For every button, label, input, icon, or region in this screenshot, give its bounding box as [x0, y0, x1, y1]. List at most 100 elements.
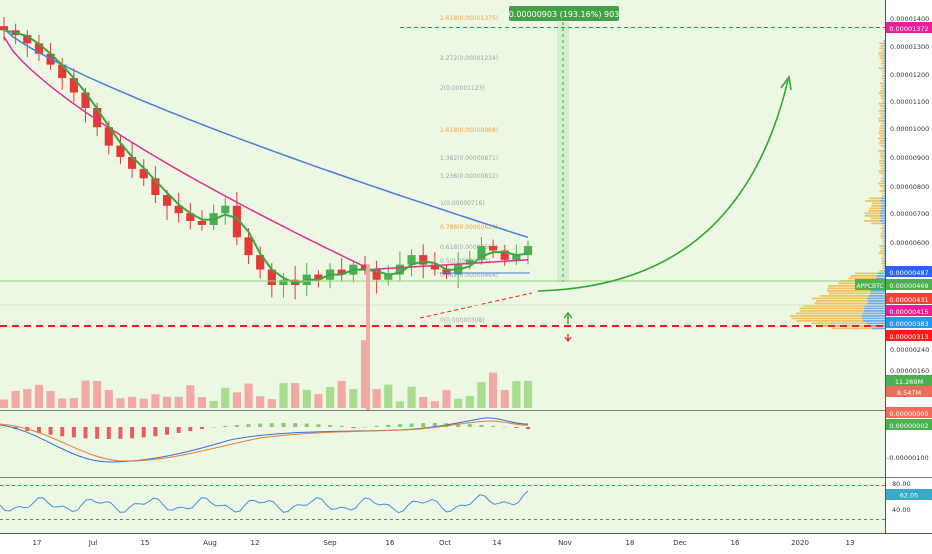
- volume-bar: [197, 397, 207, 408]
- volume-bar: [11, 390, 20, 408]
- macd-histogram-bar: [339, 425, 344, 427]
- volume-label: 8.547M: [897, 389, 921, 397]
- volume-bar: [302, 389, 311, 408]
- candle-body: [337, 269, 346, 275]
- candle-body: [314, 274, 323, 280]
- candle-body: [279, 279, 288, 286]
- macd-line: [0, 417, 529, 463]
- time-tick: 15: [141, 539, 150, 547]
- volume-profile-bar: [883, 165, 885, 167]
- volume-profile-bar: [880, 122, 884, 125]
- volume-bar: [372, 389, 381, 408]
- volume-profile-bar: [884, 240, 885, 242]
- volume-profile-bar: [864, 212, 880, 215]
- volume-bar: [151, 394, 160, 408]
- volume-profile-bar: [880, 247, 884, 250]
- volume-profile-bar: [882, 255, 885, 257]
- up-arrow: [563, 311, 573, 324]
- volume-profile-bar: [882, 267, 885, 270]
- volume-profile-bar: [796, 320, 863, 322]
- volume-bar: [407, 386, 416, 408]
- volume-profile-bar: [883, 82, 885, 85]
- fib-label: 0.5(0.00000512): [440, 258, 491, 265]
- volume-profile-bar: [883, 97, 885, 100]
- volume-profile-bar: [869, 197, 882, 200]
- volume-profile-bar: [878, 120, 884, 122]
- volume-profile-bar: [828, 292, 871, 295]
- volume-profile-bar: [881, 262, 885, 265]
- measure-label-bg: [509, 6, 619, 21]
- volume-profile-bar: [828, 285, 871, 287]
- volume-bar: [58, 398, 67, 408]
- volume-profile-bar: [878, 117, 884, 120]
- volume-profile-bar: [878, 142, 884, 145]
- volume-profile-bar: [882, 192, 885, 195]
- volume-profile-bar: [881, 217, 885, 220]
- volume-profile-bar: [883, 125, 885, 127]
- volume-profile-bar: [883, 45, 885, 47]
- volume-profile-bar: [883, 167, 885, 170]
- candle-body: [384, 274, 393, 280]
- volume-profile-bar: [884, 242, 885, 245]
- volume-bar: [349, 389, 358, 408]
- candle-body: [116, 145, 125, 157]
- candle-body: [395, 264, 404, 275]
- volume-profile-bar: [883, 250, 885, 252]
- volume-profile-bar: [883, 270, 885, 272]
- volume-profile-bar: [850, 275, 877, 277]
- volume-profile-bar: [882, 70, 885, 72]
- volume-profile-bar: [883, 92, 885, 95]
- rsi-tick: 80.00: [892, 480, 911, 488]
- volume-bar: [512, 381, 521, 408]
- price-tick: 0.00001200: [890, 71, 929, 79]
- volume-profile-bar: [884, 80, 885, 82]
- fib-label: 2(0.00001123): [440, 85, 485, 92]
- volume-profile-bar: [883, 55, 885, 57]
- volume-profile-bar: [820, 295, 869, 297]
- macd-histogram-bar: [328, 425, 333, 427]
- volume-profile-bar: [816, 300, 868, 302]
- volume-profile-bar: [868, 295, 885, 297]
- volume-profile-bar: [883, 257, 885, 260]
- volume-bar: [116, 398, 125, 408]
- candle-body: [174, 205, 183, 214]
- fib-label: 2.272(0.00001234): [440, 55, 498, 62]
- down-arrow: [564, 334, 572, 343]
- time-tick: 16: [386, 539, 395, 547]
- macd-histogram-bar: [234, 425, 239, 427]
- volume-profile-bar: [880, 165, 884, 167]
- candle-body: [58, 64, 67, 79]
- volume-profile-bar: [884, 70, 885, 72]
- time-tick: 18: [626, 539, 635, 547]
- macd-histogram-bar: [199, 427, 204, 430]
- volume-tick: 0.00000160: [890, 367, 929, 375]
- candle-body: [197, 220, 207, 225]
- volume-profile-bar: [879, 127, 884, 130]
- volume-bar: [325, 386, 335, 408]
- volume-label: 11.269M: [895, 378, 923, 386]
- volume-profile-bar: [880, 250, 884, 252]
- volume-profile-bar: [880, 227, 884, 230]
- price-label-bg: [886, 330, 932, 341]
- volume-profile-bar: [883, 190, 885, 192]
- candle-body: [419, 255, 428, 265]
- volume-profile-bar: [877, 272, 885, 275]
- volume-profile-bar: [883, 85, 885, 87]
- volume-profile-bar: [883, 245, 885, 247]
- volume-profile-bar: [880, 235, 884, 237]
- volume-profile-bar: [884, 177, 885, 180]
- price-label: 0.00000415: [889, 308, 928, 316]
- volume-profile-bar: [811, 322, 867, 325]
- volume-profile-bar: [881, 230, 885, 232]
- volume-profile-bar: [879, 220, 885, 222]
- volume-profile-bar: [883, 105, 885, 107]
- candle-body: [93, 108, 102, 128]
- volume-profile-bar: [881, 237, 885, 240]
- price-label-bg: [886, 305, 932, 316]
- volume-profile-bar: [883, 232, 885, 235]
- volume-profile-bar: [884, 100, 885, 102]
- volume-bar: [523, 380, 533, 408]
- price-label: 0.00000383: [889, 320, 928, 328]
- price-label: 0.00000487: [889, 269, 928, 277]
- macd-histogram-bar: [362, 426, 367, 428]
